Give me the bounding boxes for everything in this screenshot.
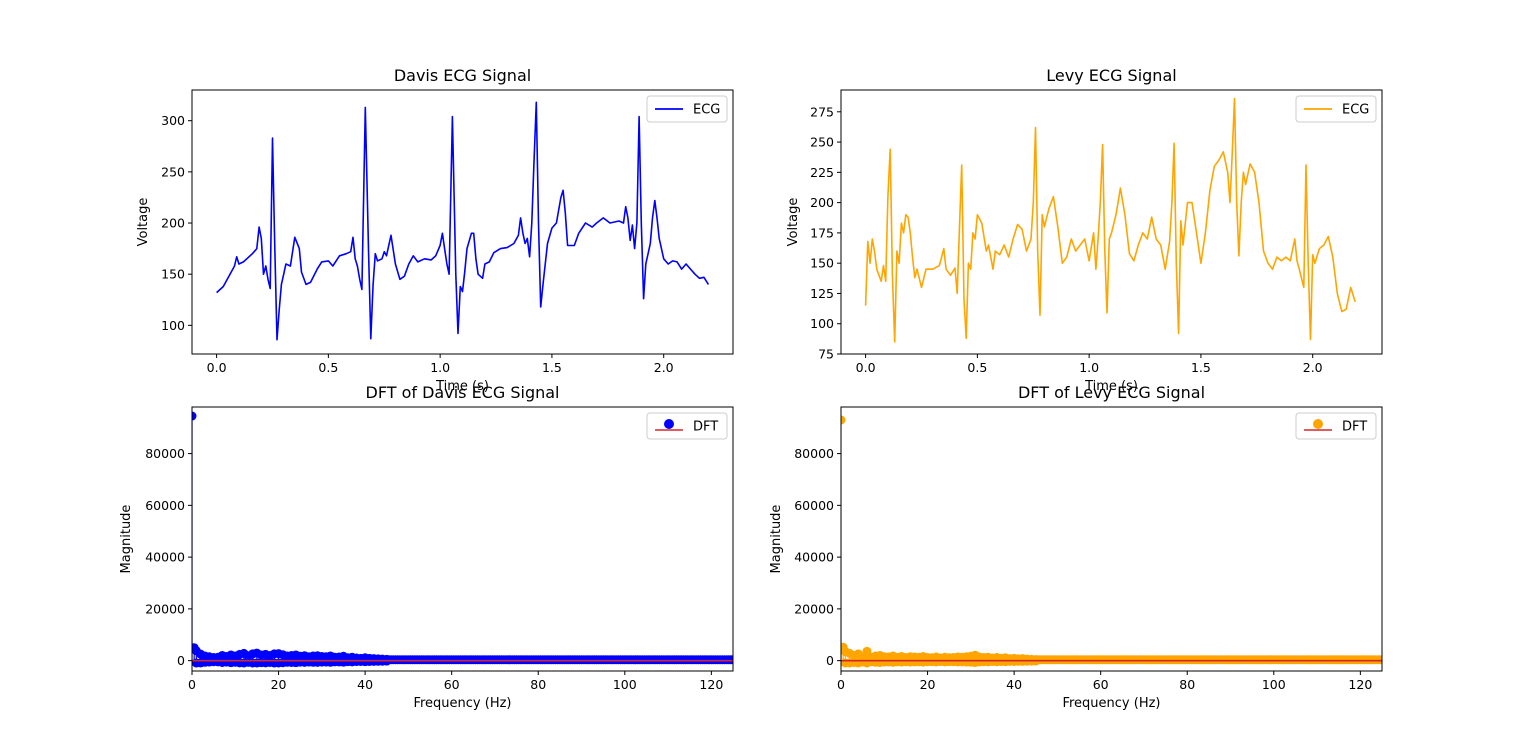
chart-title: Levy ECG Signal [1046, 66, 1176, 85]
ecg-line [864, 97, 1356, 343]
x-tick-label: 100 [1262, 677, 1286, 692]
legend-label: DFT [693, 420, 718, 435]
y-tick-label: 60000 [145, 498, 185, 513]
axes-frame [191, 406, 734, 672]
chart-title: DFT of Davis ECG Signal [366, 383, 560, 402]
y-tick-label: 200 [161, 216, 185, 231]
x-tick-label: 80 [1179, 677, 1195, 692]
x-tick-label: 60 [1093, 677, 1109, 692]
y-tick-label: 20000 [145, 601, 185, 616]
subplot-1: 0.0 0.5 1.0 1.5 2.0 100 150 200 250 300 Davis ECG … [136, 66, 734, 394]
plot-area [841, 415, 1382, 668]
plot-area [192, 411, 733, 668]
y-tick-label: 250 [161, 164, 185, 179]
y-tick-label: 100 [161, 318, 185, 333]
y-tick-label: 150 [161, 267, 185, 282]
x-tick-label: 1.5 [1191, 360, 1211, 375]
legend-box [1295, 95, 1377, 123]
y-tick-label: 125 [810, 286, 834, 301]
y-tick-label: 175 [810, 225, 834, 240]
x-tick-label: 120 [1348, 677, 1372, 692]
y-tick-label: 250 [810, 135, 834, 150]
x-axis-label: Time (s) [435, 379, 489, 394]
x-tick-label: 1.5 [542, 360, 562, 375]
subplot-2: 0.0 0.5 1.0 1.5 2.0 75 100 125 150 175 200 225 250 27… [786, 66, 1383, 394]
dft-marker [728, 655, 733, 665]
x-tick-label: 2.0 [654, 360, 674, 375]
y-axis-label: Magnitude [119, 505, 134, 574]
x-tick-label: 20 [271, 677, 287, 692]
axes-frame [191, 89, 734, 355]
y-tick-label: 80000 [145, 446, 185, 461]
x-tick-label: 0 [188, 677, 196, 692]
x-tick-label: 2.0 [1303, 360, 1323, 375]
x-tick-label: 1.0 [1079, 360, 1099, 375]
y-tick-label: 225 [810, 165, 834, 180]
plot-area [216, 101, 710, 341]
legend-label: DFT [1342, 420, 1367, 435]
x-tick-label: 40 [357, 677, 373, 692]
subplot-4: 0 20 40 60 80 100 120 0 20000 40000 60000 80000 DFT … [769, 383, 1383, 711]
x-tick-label: 0.0 [207, 360, 227, 375]
legend: DFT [646, 412, 728, 440]
y-tick-label: 300 [161, 113, 185, 128]
x-tick-label: 60 [444, 677, 460, 692]
y-tick-label: 40000 [794, 550, 834, 565]
axes-frame [840, 89, 1383, 355]
legend-box [646, 95, 728, 123]
legend: ECG [1295, 95, 1377, 123]
y-tick-label: 275 [810, 104, 834, 119]
y-tick-label: 60000 [794, 498, 834, 513]
legend: ECG [646, 95, 728, 123]
legend-label: ECG [1342, 103, 1369, 118]
y-axis-label: Voltage [786, 198, 801, 247]
legend-marker-swatch [1313, 419, 1323, 429]
legend-label: ECG [693, 103, 720, 118]
legend-marker-swatch [664, 419, 674, 429]
x-tick-label: 120 [699, 677, 723, 692]
ecg-line [216, 101, 710, 341]
dft-marker [1377, 655, 1382, 665]
x-axis-label: Frequency (Hz) [413, 696, 511, 711]
legend: DFT [1295, 412, 1377, 440]
x-tick-label: 0.5 [967, 360, 987, 375]
chart-title: Davis ECG Signal [394, 66, 531, 85]
y-tick-label: 40000 [145, 550, 185, 565]
x-tick-label: 0.0 [856, 360, 876, 375]
x-tick-label: 1.0 [430, 360, 450, 375]
dft-marker [192, 411, 197, 421]
x-axis-label: Time (s) [1084, 379, 1138, 394]
y-axis-label: Magnitude [769, 505, 784, 574]
y-tick-label: 150 [810, 256, 834, 271]
x-tick-label: 0 [837, 677, 845, 692]
y-axis-label: Voltage [136, 198, 151, 247]
x-tick-label: 40 [1006, 677, 1022, 692]
y-tick-label: 0 [177, 653, 185, 668]
y-tick-label: 0 [826, 653, 834, 668]
y-tick-label: 200 [810, 195, 834, 210]
x-tick-label: 0.5 [318, 360, 338, 375]
x-tick-label: 80 [530, 677, 546, 692]
y-tick-label: 80000 [794, 446, 834, 461]
dft-marker [841, 415, 846, 425]
chart-title: DFT of Levy ECG Signal [1018, 383, 1205, 402]
y-tick-label: 100 [810, 316, 834, 331]
plot-area [864, 97, 1356, 343]
y-tick-label: 20000 [794, 601, 834, 616]
x-tick-label: 20 [920, 677, 936, 692]
axes-frame [840, 406, 1383, 672]
x-tick-label: 100 [613, 677, 637, 692]
y-tick-label: 75 [818, 347, 834, 362]
subplot-3: 0 20 40 60 80 100 120 0 20000 40000 60000 80000 DFT … [119, 383, 734, 711]
x-axis-label: Frequency (Hz) [1062, 696, 1160, 711]
